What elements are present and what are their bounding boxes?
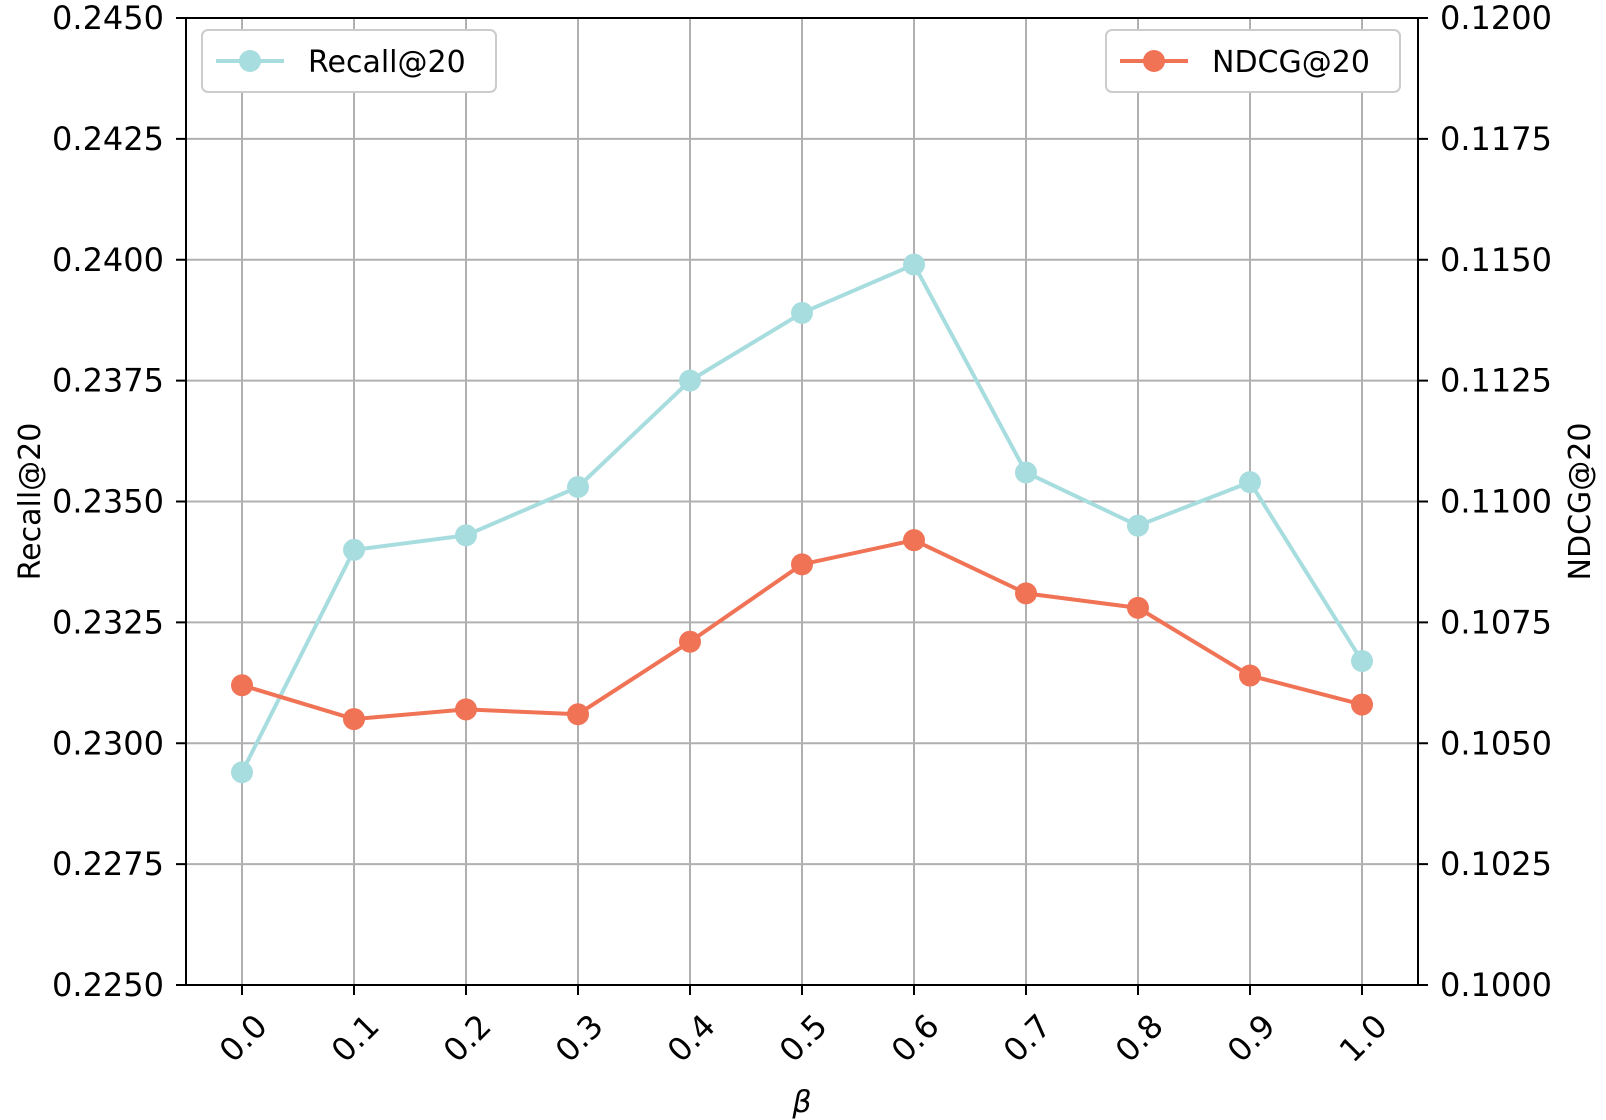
right-axis: 0.1000 0.1025 0.1050 0.1075 0.1100 0.1125 0.11… [1418,0,1552,1004]
legend-recall: Recall@20 [201,29,497,93]
left-tick-label: 0.2450 [52,0,164,37]
x-tick-label: 0.3 [548,1007,611,1070]
x-tick-label: 0.0 [212,1007,275,1070]
x-tick-label: 0.7 [996,1007,1059,1070]
data-point-ndcg [567,703,589,726]
x-tick-label: 1.0 [1332,1007,1395,1070]
legend-ndcg-box [1105,29,1401,93]
data-point-ndcg [1239,664,1261,687]
data-point-recall [1127,514,1149,537]
right-tick-label: 0.1200 [1440,0,1552,37]
right-tick-label: 0.1000 [1440,966,1552,1004]
x-axis: 0.0 0.1 0.2 0.3 0.4 0.5 0.6 0.7 0.8 0.9 1.0 [212,985,1395,1070]
left-tick-label: 0.2425 [52,120,164,158]
data-point-ndcg [455,698,477,721]
legend-ndcg: NDCG@20 [1105,29,1401,93]
data-point-ndcg [231,674,253,697]
left-tick-label: 0.2250 [52,966,164,1004]
legend-recall-marker [239,50,261,72]
legend-ndcg-marker [1143,50,1165,72]
left-tick-label: 0.2400 [52,241,164,279]
data-point-ndcg [903,529,925,552]
data-point-ndcg [1351,693,1373,716]
data-point-recall [1239,471,1261,494]
left-tick-label: 0.2300 [52,724,164,762]
left-tick-label: 0.2325 [52,603,164,641]
x-tick-label: 0.1 [324,1007,387,1070]
x-tick-label: 0.5 [772,1007,835,1070]
data-point-ndcg [343,708,365,731]
x-tick-label: 0.4 [660,1007,723,1070]
legend-ndcg-label: NDCG@20 [1212,45,1370,80]
left-tick-label: 0.2275 [52,845,164,883]
right-tick-label: 0.1025 [1440,845,1552,883]
right-tick-label: 0.1100 [1440,483,1552,521]
data-point-ndcg [1127,596,1149,619]
legend-recall-box [201,29,497,93]
series-markers [231,253,1373,784]
data-point-ndcg [791,553,813,576]
left-tick-label: 0.2375 [52,362,164,400]
right-tick-label: 0.1150 [1440,241,1552,279]
left-tick-label: 0.2350 [52,483,164,521]
data-point-recall [343,538,365,561]
x-axis-title: β [791,1085,811,1120]
right-axis-title: NDCG@20 [1563,423,1598,581]
data-point-recall [679,369,701,392]
right-tick-label: 0.1175 [1440,120,1552,158]
right-tick-label: 0.1075 [1440,603,1552,641]
data-point-recall [567,475,589,498]
data-point-recall [903,253,925,276]
x-tick-label: 0.2 [436,1007,499,1070]
x-tick-label: 0.8 [1108,1007,1171,1070]
data-point-ndcg [1015,582,1037,605]
data-point-recall [455,524,477,547]
x-tick-label: 0.9 [1220,1007,1283,1070]
data-point-recall [791,301,813,324]
right-tick-label: 0.1125 [1440,362,1552,400]
legend-recall-label: Recall@20 [308,45,466,80]
data-point-recall [1015,461,1037,484]
grid [186,17,1418,986]
data-point-recall [231,761,253,784]
x-tick-label: 0.6 [884,1007,947,1070]
data-point-recall [1351,650,1373,673]
right-tick-label: 0.1050 [1440,724,1552,762]
left-axis: 0.2250 0.2275 0.2300 0.2325 0.2350 0.2375 0.24… [52,0,186,1004]
data-point-ndcg [679,630,701,653]
left-axis-title: Recall@20 [13,423,48,581]
